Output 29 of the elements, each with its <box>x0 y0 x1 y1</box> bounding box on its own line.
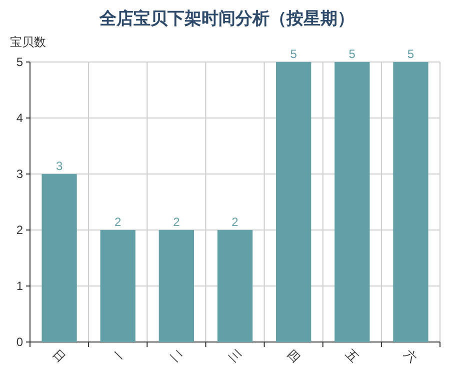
y-tick-label: 0 <box>16 335 24 349</box>
y-axis-title: 宝贝数 <box>10 35 46 49</box>
data-label: 5 <box>348 47 356 61</box>
x-tick-label: 五 <box>342 346 362 366</box>
bar <box>158 230 194 342</box>
chart-title: 全店宝贝下架时间分析（按星期） <box>98 9 354 28</box>
data-label: 2 <box>173 215 180 229</box>
x-tick-label: 日 <box>50 346 68 366</box>
y-tick-label: 1 <box>16 279 24 293</box>
data-label: 2 <box>114 215 122 229</box>
bar <box>42 174 77 342</box>
x-tick-label: 二 <box>167 346 186 366</box>
x-tick-label: 一 <box>108 346 128 366</box>
y-tick-label: 5 <box>16 55 24 69</box>
x-tick-label: 六 <box>402 346 420 366</box>
y-tick-label: 4 <box>16 111 24 125</box>
bar <box>334 62 370 342</box>
y-tick-label: 3 <box>16 167 24 181</box>
data-label: 3 <box>56 159 63 173</box>
bar <box>217 230 253 342</box>
data-label: 5 <box>290 47 298 61</box>
data-label: 2 <box>232 215 239 229</box>
data-label: 5 <box>407 47 414 61</box>
y-tick-label: 2 <box>16 223 24 237</box>
x-tick-label: 三 <box>226 346 244 366</box>
bar <box>276 62 312 342</box>
bar <box>393 62 428 342</box>
bar <box>100 230 136 342</box>
x-tick-label: 四 <box>284 346 303 366</box>
